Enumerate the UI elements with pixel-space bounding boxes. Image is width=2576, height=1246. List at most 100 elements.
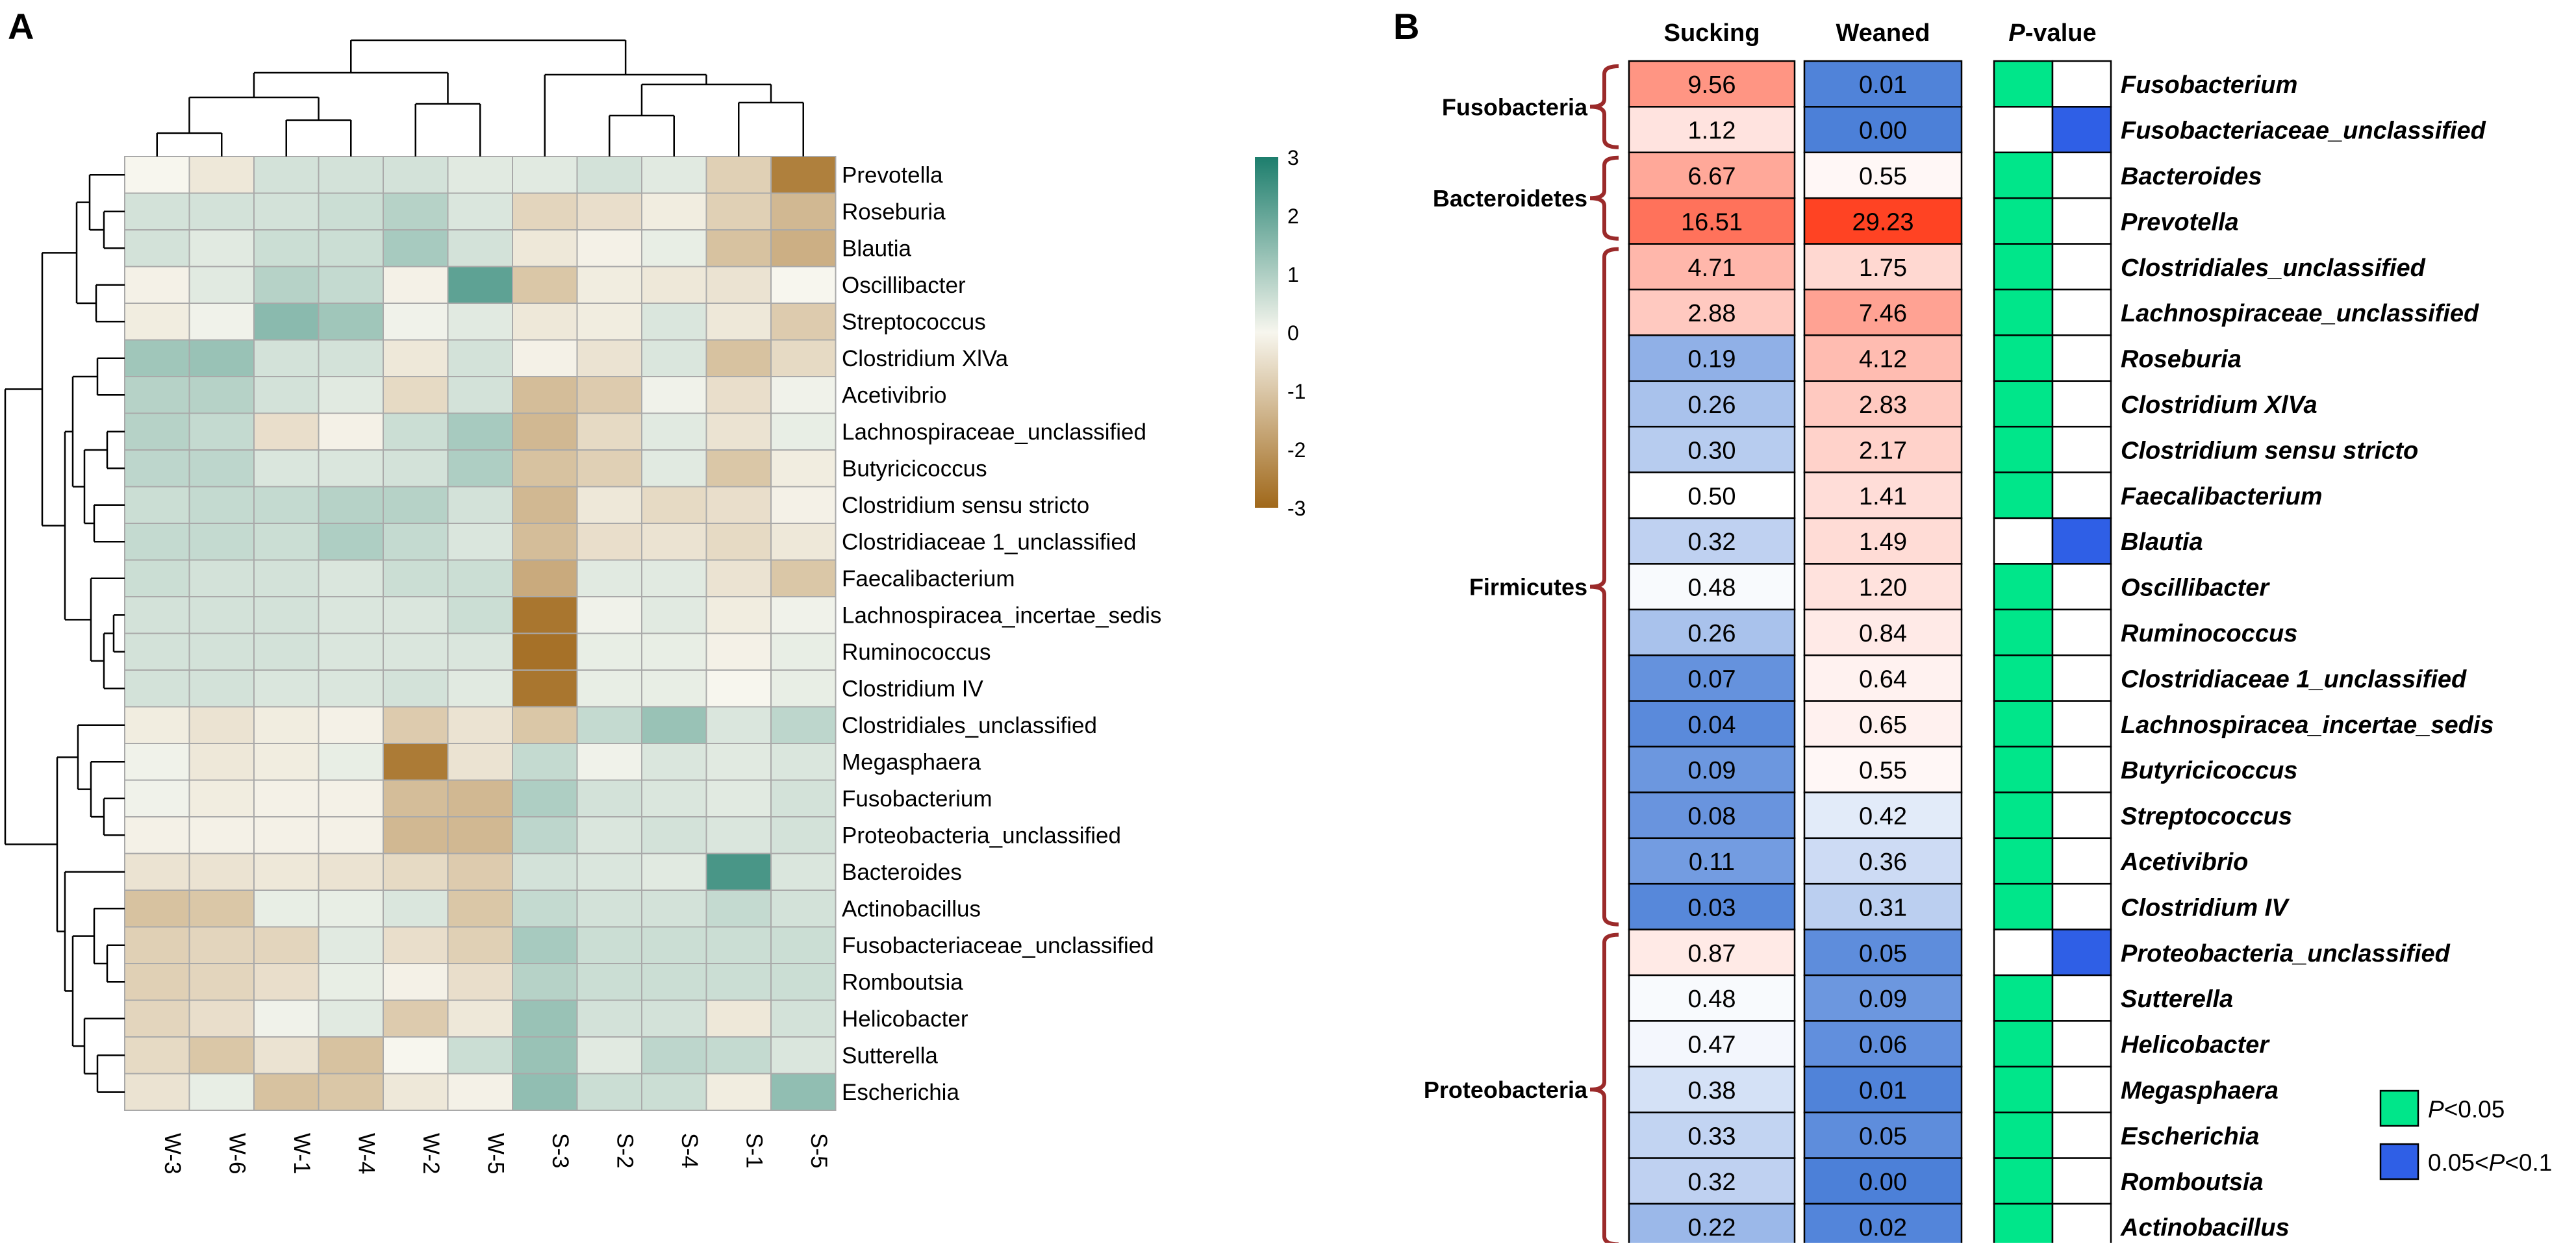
sucking-cell	[1628, 425, 1796, 473]
genus-label: Clostridium sensu stricto	[2121, 437, 2418, 464]
pvalue-cell-lt01	[2051, 380, 2112, 428]
weaned-value: 0.00	[1859, 118, 1907, 145]
phylum-brace	[1589, 247, 1619, 927]
pvalue-cell-lt005	[1993, 837, 2054, 885]
weaned-value: 4.12	[1859, 346, 1907, 373]
heatmap-cell	[188, 449, 255, 488]
heatmap-cell	[576, 192, 642, 231]
heatmap-cell	[512, 1036, 578, 1075]
heatmap-cell	[641, 1073, 707, 1111]
weaned-value: 7.46	[1859, 300, 1907, 327]
weaned-cell	[1803, 700, 1963, 748]
sucking-value: 0.11	[1689, 849, 1735, 876]
pvalue-cell-lt005	[1993, 60, 2054, 108]
weaned-cell	[1803, 608, 1963, 656]
sucking-cell	[1628, 654, 1796, 702]
heatmap-cell	[318, 1036, 384, 1075]
heatmap-cell	[576, 706, 642, 744]
heatmap-dendrograms	[4, 39, 804, 1093]
sucking-cell	[1628, 380, 1796, 428]
heatmap-column-label: W-5	[483, 1133, 508, 1175]
heatmap-cell	[447, 229, 513, 268]
heatmap-cell	[124, 559, 190, 597]
heatmap-cell	[447, 999, 513, 1038]
heatmap-cell	[188, 266, 255, 304]
sucking-value: 0.19	[1688, 346, 1736, 373]
pvalue-cell-lt01	[2051, 106, 2112, 154]
heatmap-row-label: Prevotella	[842, 162, 943, 188]
heatmap-cell	[124, 266, 190, 304]
heatmap-cell	[447, 523, 513, 561]
heatmap-row-label: Oscillibacter	[842, 273, 966, 298]
sucking-cell	[1628, 928, 1796, 977]
pvalue-cell-lt01	[2051, 791, 2112, 840]
heatmap-cell	[641, 853, 707, 891]
legend-label: P<0.05	[2428, 1096, 2505, 1123]
genus-label: Acetivibrio	[2120, 849, 2248, 876]
heatmap-cell	[770, 156, 837, 194]
pvalue-cell-lt005	[1993, 1020, 2054, 1068]
heatmap-row-label: Proteobacteria_unclassified	[842, 823, 1121, 848]
heatmap-cell	[512, 412, 578, 451]
pvalue-cell-lt005	[1993, 334, 2054, 382]
heatmap-cell	[512, 596, 578, 634]
heatmap-cell	[253, 229, 320, 268]
colorbar	[1255, 157, 1278, 508]
heatmap-cell	[124, 156, 190, 194]
sucking-value: 0.47	[1688, 1032, 1736, 1059]
heatmap-column-label: S-5	[806, 1133, 831, 1168]
weaned-cell	[1803, 334, 1963, 382]
heatmap-cell	[318, 890, 384, 928]
heatmap-cell	[318, 963, 384, 1001]
heatmap-cell	[188, 999, 255, 1038]
sucking-cell	[1628, 151, 1796, 199]
heatmap-cell	[188, 632, 255, 671]
heatmap-cell	[512, 669, 578, 708]
weaned-cell	[1803, 745, 1963, 793]
panel-a-label: A	[8, 6, 34, 47]
heatmap-cell	[253, 376, 320, 414]
heatmap-cell	[383, 743, 449, 781]
genus-label: Fusobacteriaceae_unclassified	[2121, 118, 2486, 145]
heatmap-cell	[770, 816, 837, 854]
heatmap-cell	[705, 486, 772, 524]
heatmap-column-label: S-4	[677, 1133, 702, 1168]
heatmap-row-label: Streptococcus	[842, 309, 986, 334]
weaned-value: 1.41	[1859, 483, 1907, 510]
weaned-cell	[1803, 791, 1963, 840]
sucking-cell	[1628, 1157, 1796, 1205]
column-header-sucking: Sucking	[1664, 19, 1760, 47]
weaned-value: 0.09	[1859, 986, 1907, 1013]
heatmap-cell	[705, 449, 772, 488]
heatmap-cell	[576, 999, 642, 1038]
heatmap-cell	[512, 632, 578, 671]
heatmap-cell	[705, 890, 772, 928]
heatmap-cell	[253, 1073, 320, 1111]
heatmap-cell	[576, 890, 642, 928]
heatmap-cell	[318, 559, 384, 597]
heatmap-cell	[576, 853, 642, 891]
heatmap-cell	[641, 339, 707, 377]
genus-label: Faecalibacterium	[2121, 483, 2322, 510]
heatmap-cell	[576, 596, 642, 634]
weaned-cell	[1803, 1020, 1963, 1068]
sucking-value: 0.04	[1688, 712, 1736, 739]
heatmap-cell	[512, 303, 578, 341]
heatmap-cell	[770, 853, 837, 891]
heatmap-cell	[641, 963, 707, 1001]
heatmap-cell	[124, 596, 190, 634]
heatmap-cell	[705, 779, 772, 817]
sucking-value: 2.88	[1688, 300, 1736, 327]
heatmap-cell	[770, 559, 837, 597]
heatmap-cell	[576, 1073, 642, 1111]
weaned-value: 0.42	[1859, 803, 1907, 830]
heatmap-cell	[253, 963, 320, 1001]
heatmap-cell	[641, 890, 707, 928]
heatmap-cell	[770, 706, 837, 744]
colorbar-tick-label: 0	[1287, 321, 1299, 345]
weaned-value: 0.05	[1859, 1123, 1907, 1150]
heatmap-row-label: Helicobacter	[842, 1006, 968, 1032]
heatmap-cell	[383, 779, 449, 817]
heatmap-cell	[253, 999, 320, 1038]
heatmap-cell	[512, 266, 578, 304]
